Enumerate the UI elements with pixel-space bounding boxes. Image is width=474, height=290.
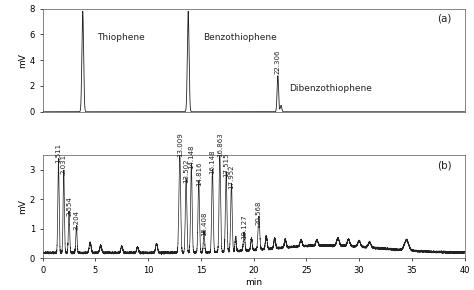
X-axis label: min: min xyxy=(245,278,262,287)
Text: 19.127: 19.127 xyxy=(241,215,247,239)
Text: Thiophene: Thiophene xyxy=(98,32,145,42)
Text: 13.502: 13.502 xyxy=(183,159,189,183)
Text: 3.204: 3.204 xyxy=(73,211,80,231)
Text: (a): (a) xyxy=(438,14,452,24)
Text: 17.952: 17.952 xyxy=(228,165,235,189)
Text: 20.568: 20.568 xyxy=(256,200,262,224)
Text: 17.515: 17.515 xyxy=(223,153,229,177)
Text: 14.816: 14.816 xyxy=(196,162,202,186)
Text: 2.031: 2.031 xyxy=(61,154,67,175)
Text: 13.009: 13.009 xyxy=(177,132,183,157)
Text: (b): (b) xyxy=(437,160,452,170)
Text: 15.408: 15.408 xyxy=(201,212,207,236)
Text: 16.148: 16.148 xyxy=(210,150,216,175)
Y-axis label: mV: mV xyxy=(18,53,27,68)
Text: 16.863: 16.863 xyxy=(217,132,223,157)
Text: Benzothiophene: Benzothiophene xyxy=(203,32,277,42)
Text: 22.306: 22.306 xyxy=(275,50,281,75)
Text: Dibenzothiophene: Dibenzothiophene xyxy=(290,84,372,93)
Text: 2.554: 2.554 xyxy=(66,196,72,216)
Y-axis label: mV: mV xyxy=(18,199,27,214)
Text: 14.148: 14.148 xyxy=(188,144,194,168)
Text: 1.511: 1.511 xyxy=(55,143,62,163)
